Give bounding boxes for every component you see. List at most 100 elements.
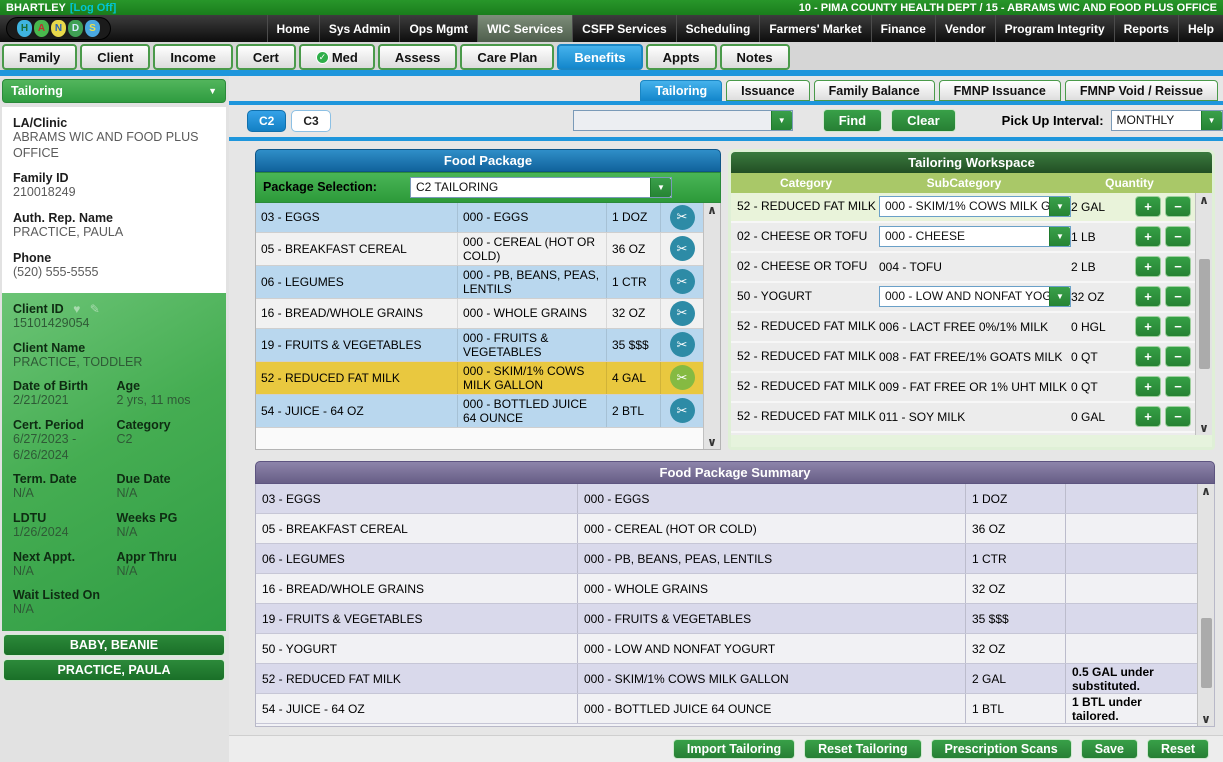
pencil-icon[interactable]: ✎ — [89, 302, 100, 317]
nav-menu-item[interactable]: WIC Services — [477, 15, 573, 42]
action-button[interactable]: Reset Tailoring — [804, 739, 922, 760]
benefits-subtab[interactable]: FMNP Issuance — [938, 79, 1061, 101]
benefits-subtab[interactable]: Issuance — [726, 79, 810, 101]
nav-menu-item[interactable]: Ops Mgmt — [399, 15, 477, 42]
pickup-interval-select[interactable]: MONTHLY ▼ — [1110, 110, 1223, 132]
subcategory-select[interactable]: 000 - SKIM/1% COWS MILK GALLON ▼ — [879, 196, 1071, 217]
sidebar-section-dropdown[interactable]: Tailoring ▼ — [2, 79, 226, 103]
quantity-decrease-button[interactable]: − — [1165, 376, 1191, 397]
category-c3-button[interactable]: C3 — [291, 109, 331, 132]
tailor-scissors-icon[interactable]: ✂ — [669, 236, 695, 261]
food-package-row[interactable]: 54 - JUICE - 64 OZ 000 - BOTTLED JUICE 6… — [256, 394, 703, 428]
quantity-increase-button[interactable]: + — [1135, 196, 1161, 217]
scroll-down-icon[interactable]: ∨ — [707, 435, 717, 450]
tailor-scissors-icon[interactable]: ✂ — [669, 398, 695, 423]
chevron-down-icon[interactable]: ▼ — [1200, 111, 1222, 131]
workspace-subcategory-cell: 008 - FAT FREE/1% GOATS MILK — [879, 349, 1063, 364]
scroll-up-icon[interactable]: ∧ — [1201, 484, 1211, 499]
category-c2-button[interactable]: C2 — [247, 109, 287, 132]
client-tab[interactable]: ✓ Assess — [377, 44, 458, 70]
client-tab[interactable]: ✓ Appts — [645, 44, 717, 70]
subcategory-select[interactable]: 000 - CHEESE ▼ — [879, 226, 1071, 247]
nav-menu-item[interactable]: Program Integrity — [994, 15, 1114, 42]
food-package-row[interactable]: 05 - BREAKFAST CEREAL 000 - CEREAL (HOT … — [256, 232, 703, 266]
nav-menu-item[interactable]: Vendor — [934, 15, 995, 42]
nav-menu-item[interactable]: Sys Admin — [318, 15, 400, 42]
action-button[interactable]: Save — [1080, 739, 1138, 760]
benefits-subtab[interactable]: FMNP Void / Reissue — [1064, 79, 1218, 101]
food-package-row[interactable]: 03 - EGGS 000 - EGGS 1 DOZ ✂ — [256, 202, 703, 233]
subcategory-select[interactable]: 000 - LOW AND NONFAT YOGURT ▼ — [879, 286, 1071, 307]
scrollbar-thumb[interactable] — [1200, 617, 1212, 688]
chevron-down-icon[interactable]: ▼ — [649, 177, 671, 197]
tailor-scissors-icon[interactable]: ✂ — [669, 269, 695, 294]
scrollbar-thumb[interactable] — [1198, 258, 1210, 369]
nav-menu-item[interactable]: Finance — [870, 15, 935, 42]
tailor-scissors-icon[interactable]: ✂ — [669, 300, 695, 326]
heart-icon[interactable]: ♥ — [73, 302, 81, 317]
client-tab[interactable]: ✓ Client — [80, 44, 151, 70]
food-package-row[interactable]: 16 - BREAD/WHOLE GRAINS 000 - WHOLE GRAI… — [256, 298, 703, 329]
hand-logo-letter: N — [51, 20, 66, 37]
quantity-decrease-button[interactable]: − — [1165, 316, 1191, 337]
search-select[interactable]: ▼ — [572, 110, 793, 132]
quantity-increase-button[interactable]: + — [1135, 346, 1161, 367]
food-package-row[interactable]: 19 - FRUITS & VEGETABLES 000 - FRUITS & … — [256, 328, 703, 362]
nav-menu-item[interactable]: Home — [266, 15, 319, 42]
client-tab[interactable]: ✓ Benefits — [557, 44, 643, 70]
family-member-button-practice-paula[interactable]: PRACTICE, PAULA — [3, 658, 225, 681]
chevron-down-icon[interactable]: ▼ — [1049, 287, 1070, 306]
client-tab[interactable]: ✓ Care Plan — [460, 44, 555, 70]
quantity-decrease-button[interactable]: − — [1165, 196, 1191, 217]
nav-menu-item[interactable]: Help — [1177, 15, 1223, 42]
quantity-increase-button[interactable]: + — [1135, 256, 1161, 277]
chevron-down-icon[interactable]: ▼ — [1049, 227, 1070, 246]
client-tab[interactable]: ✓ Income — [153, 44, 233, 70]
quantity-decrease-button[interactable]: − — [1165, 256, 1191, 277]
benefits-subtab[interactable]: Tailoring — [640, 79, 723, 101]
client-tab[interactable]: ✓ Med — [298, 44, 375, 70]
summary-note-cell — [1066, 574, 1197, 603]
nav-menu-item[interactable]: Reports — [1113, 15, 1178, 42]
quantity-increase-button[interactable]: + — [1135, 316, 1161, 337]
family-member-button-baby-beanie[interactable]: BABY, BEANIE — [3, 633, 225, 656]
nav-menu-item[interactable]: Farmers' Market — [759, 15, 870, 42]
food-package-row[interactable]: 06 - LEGUMES 000 - PB, BEANS, PEAS, LENT… — [256, 265, 703, 299]
chevron-down-icon[interactable]: ▼ — [770, 111, 792, 131]
summary-scrollbar[interactable]: ∧ ∨ — [1197, 484, 1214, 727]
scroll-down-icon[interactable]: ∨ — [1199, 421, 1209, 436]
food-package-scrollbar[interactable]: ∧ ∨ — [703, 202, 720, 450]
scroll-up-icon[interactable]: ∧ — [1199, 192, 1209, 207]
client-tab[interactable]: ✓ Cert — [235, 44, 296, 70]
action-button[interactable]: Prescription Scans — [930, 739, 1072, 760]
quantity-increase-button[interactable]: + — [1135, 376, 1161, 397]
benefits-subtab[interactable]: Family Balance — [813, 79, 935, 101]
quantity-increase-button[interactable]: + — [1135, 406, 1161, 427]
quantity-increase-button[interactable]: + — [1135, 226, 1161, 247]
clear-button[interactable]: Clear — [891, 109, 956, 133]
quantity-decrease-button[interactable]: − — [1165, 226, 1191, 247]
quantity-decrease-button[interactable]: − — [1165, 406, 1191, 427]
tailor-scissors-icon[interactable]: ✂ — [669, 365, 695, 390]
package-selection-select[interactable]: C2 TAILORING ▼ — [409, 176, 672, 198]
summary-quantity-cell: 1 DOZ — [966, 484, 1066, 514]
action-button[interactable]: Import Tailoring — [672, 739, 796, 760]
tailor-scissors-icon[interactable]: ✂ — [669, 332, 695, 357]
workspace-scrollbar[interactable]: ∧ ∨ — [1195, 192, 1212, 436]
quantity-increase-button[interactable]: + — [1135, 286, 1161, 307]
client-tab-label: Notes — [736, 49, 773, 65]
chevron-down-icon[interactable]: ▼ — [1049, 197, 1070, 216]
find-button[interactable]: Find — [822, 109, 883, 133]
scroll-up-icon[interactable]: ∧ — [707, 202, 717, 217]
quantity-decrease-button[interactable]: − — [1165, 286, 1191, 307]
nav-menu-item[interactable]: CSFP Services — [572, 15, 676, 42]
client-tab[interactable]: ✓ Family — [2, 44, 78, 70]
client-tab[interactable]: ✓ Notes — [719, 44, 790, 70]
scroll-down-icon[interactable]: ∨ — [1201, 712, 1211, 727]
food-package-row[interactable]: 52 - REDUCED FAT MILK 000 - SKIM/1% COWS… — [256, 361, 703, 395]
log-off-link[interactable]: [Log Off] — [69, 1, 117, 14]
quantity-decrease-button[interactable]: − — [1165, 346, 1191, 367]
action-button[interactable]: Reset — [1146, 739, 1209, 760]
nav-menu-item[interactable]: Scheduling — [675, 15, 760, 42]
tailor-scissors-icon[interactable]: ✂ — [669, 204, 695, 230]
